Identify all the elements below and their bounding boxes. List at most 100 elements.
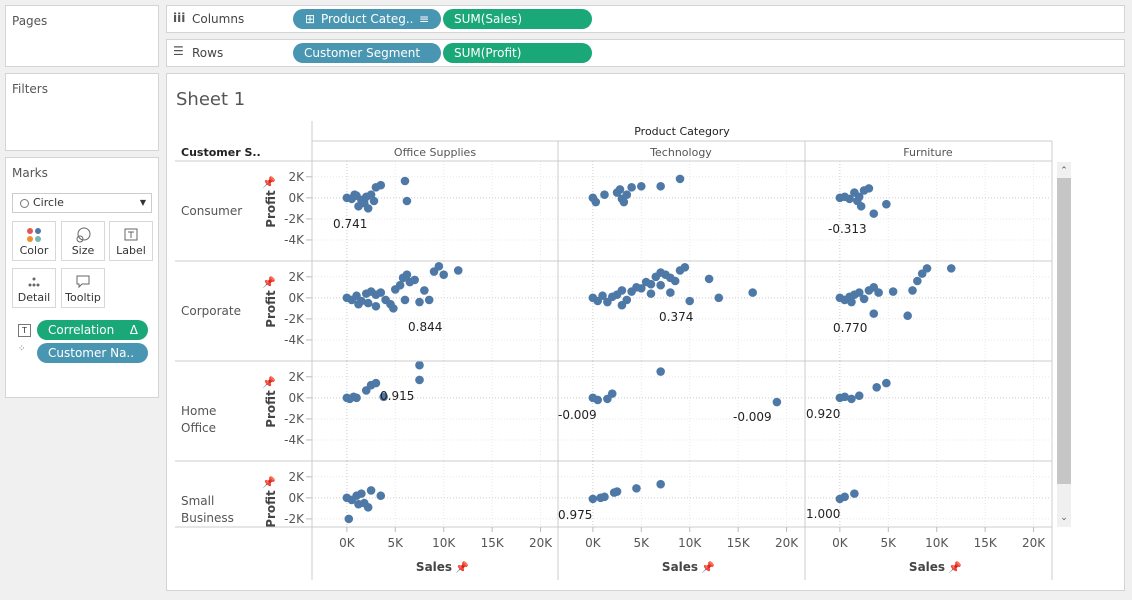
row-pill[interactable]: Customer Segment	[293, 43, 441, 63]
row-header: Home Office	[181, 404, 217, 435]
customer-pill[interactable]: Customer Na..	[37, 343, 148, 363]
pin-icon: 📌	[262, 175, 276, 189]
point	[874, 288, 883, 297]
point	[350, 190, 359, 199]
point	[371, 301, 381, 311]
x-tick-label: 20K	[1022, 536, 1046, 550]
size-card[interactable]: Size	[61, 221, 105, 261]
scroll-thumb[interactable]	[1057, 178, 1071, 484]
point	[352, 393, 361, 403]
point	[869, 309, 879, 318]
y-axis-title: Profit	[264, 190, 278, 228]
y-tick-label: 2K	[288, 270, 305, 284]
mark-type-dropdown[interactable]: Circle ▼	[12, 193, 152, 213]
row-field-header: Customer S..	[181, 146, 261, 159]
svg-text:⌄: ⌄	[1060, 513, 1068, 523]
filters-shelf[interactable]: Filters	[5, 73, 159, 151]
rows-shelf: ☰ Rows Customer Segment SUM(Profit)	[166, 39, 1125, 67]
point	[607, 389, 617, 398]
point	[376, 180, 386, 190]
point	[908, 286, 917, 295]
point	[402, 196, 412, 206]
y-tick-label: -2K	[284, 512, 305, 526]
pill-label: Correlation	[48, 323, 115, 337]
point	[434, 261, 444, 271]
point	[854, 288, 864, 297]
y-tick-label: 0K	[288, 291, 305, 305]
point	[344, 514, 354, 524]
point	[913, 276, 922, 286]
x-axis-title: Sales	[662, 560, 698, 574]
point	[882, 199, 891, 209]
pages-shelf[interactable]: Pages	[5, 5, 159, 67]
mark-type: Circle	[33, 196, 64, 209]
point	[619, 197, 629, 207]
point	[389, 304, 398, 313]
point	[588, 494, 598, 504]
correlation-label: -0.313	[828, 222, 867, 236]
point	[646, 279, 656, 289]
point	[840, 492, 850, 502]
point	[685, 296, 695, 306]
point	[376, 288, 386, 297]
point	[415, 297, 424, 307]
point	[591, 197, 601, 207]
color-card[interactable]: Color	[12, 221, 56, 261]
point	[872, 383, 881, 392]
row-pill[interactable]: SUM(Profit)	[443, 43, 592, 63]
point	[840, 392, 850, 402]
y-tick-label: -4K	[284, 433, 305, 447]
point	[704, 274, 714, 284]
point	[636, 181, 646, 191]
point	[946, 264, 956, 273]
y-tick-label: -4K	[284, 533, 305, 547]
correlation-label: -0.009	[558, 408, 597, 422]
column-pill[interactable]: SUM(Sales)	[443, 9, 592, 29]
sheet-area	[166, 73, 1125, 591]
pin-icon: 📌	[455, 560, 469, 574]
point	[646, 289, 656, 298]
point	[636, 284, 646, 293]
column-field-header: Product Category	[634, 125, 730, 138]
point	[864, 184, 874, 193]
point	[366, 486, 376, 495]
point	[656, 367, 665, 376]
card-label: Size	[71, 244, 95, 257]
correlation-label: -0.009	[733, 410, 772, 424]
y-tick-label: 2K	[288, 370, 305, 384]
column-pill[interactable]: ⊞ Product Categ.. ≡	[293, 9, 441, 29]
pin-icon: 📌	[262, 275, 276, 289]
point	[847, 394, 856, 404]
y-axis-title: Profit	[264, 290, 278, 328]
x-tick-label: 0K	[832, 536, 849, 550]
point	[400, 295, 410, 305]
pill-label: Customer Segment	[304, 46, 421, 60]
y-tick-label: 0K	[288, 391, 305, 405]
x-tick-label: 10K	[432, 536, 456, 550]
point	[845, 194, 854, 204]
column-header: Furniture	[903, 146, 953, 159]
label-card[interactable]: Label	[109, 221, 153, 261]
point	[354, 299, 363, 309]
x-tick-label: 5K	[388, 536, 405, 550]
row-header: Corporate	[181, 304, 241, 318]
row-header: Consumer	[181, 204, 243, 218]
row-header: Small Business	[181, 494, 234, 525]
columns-shelf: iii Columns ⊞ Product Categ.. ≡ SUM(Sales)	[166, 5, 1125, 33]
point	[680, 263, 690, 272]
detail-card[interactable]: Detail	[12, 268, 56, 308]
y-tick-label: -2K	[284, 412, 305, 426]
point	[410, 275, 419, 285]
pill-label: SUM(Profit)	[454, 46, 522, 60]
svg-text:⌃: ⌃	[1060, 166, 1068, 176]
correlation-label: 0.920	[806, 407, 840, 421]
x-axis-title: Sales	[416, 560, 452, 574]
point	[354, 499, 363, 509]
pill-label: SUM(Sales)	[454, 12, 523, 26]
correlation-pill[interactable]: Correlation Δ	[37, 320, 148, 340]
tooltip-card[interactable]: Tooltip	[61, 268, 105, 308]
point	[371, 378, 381, 388]
marks-card: Marks Circle ▼ Color Size Label Detail T…	[5, 157, 159, 398]
point	[888, 287, 898, 296]
